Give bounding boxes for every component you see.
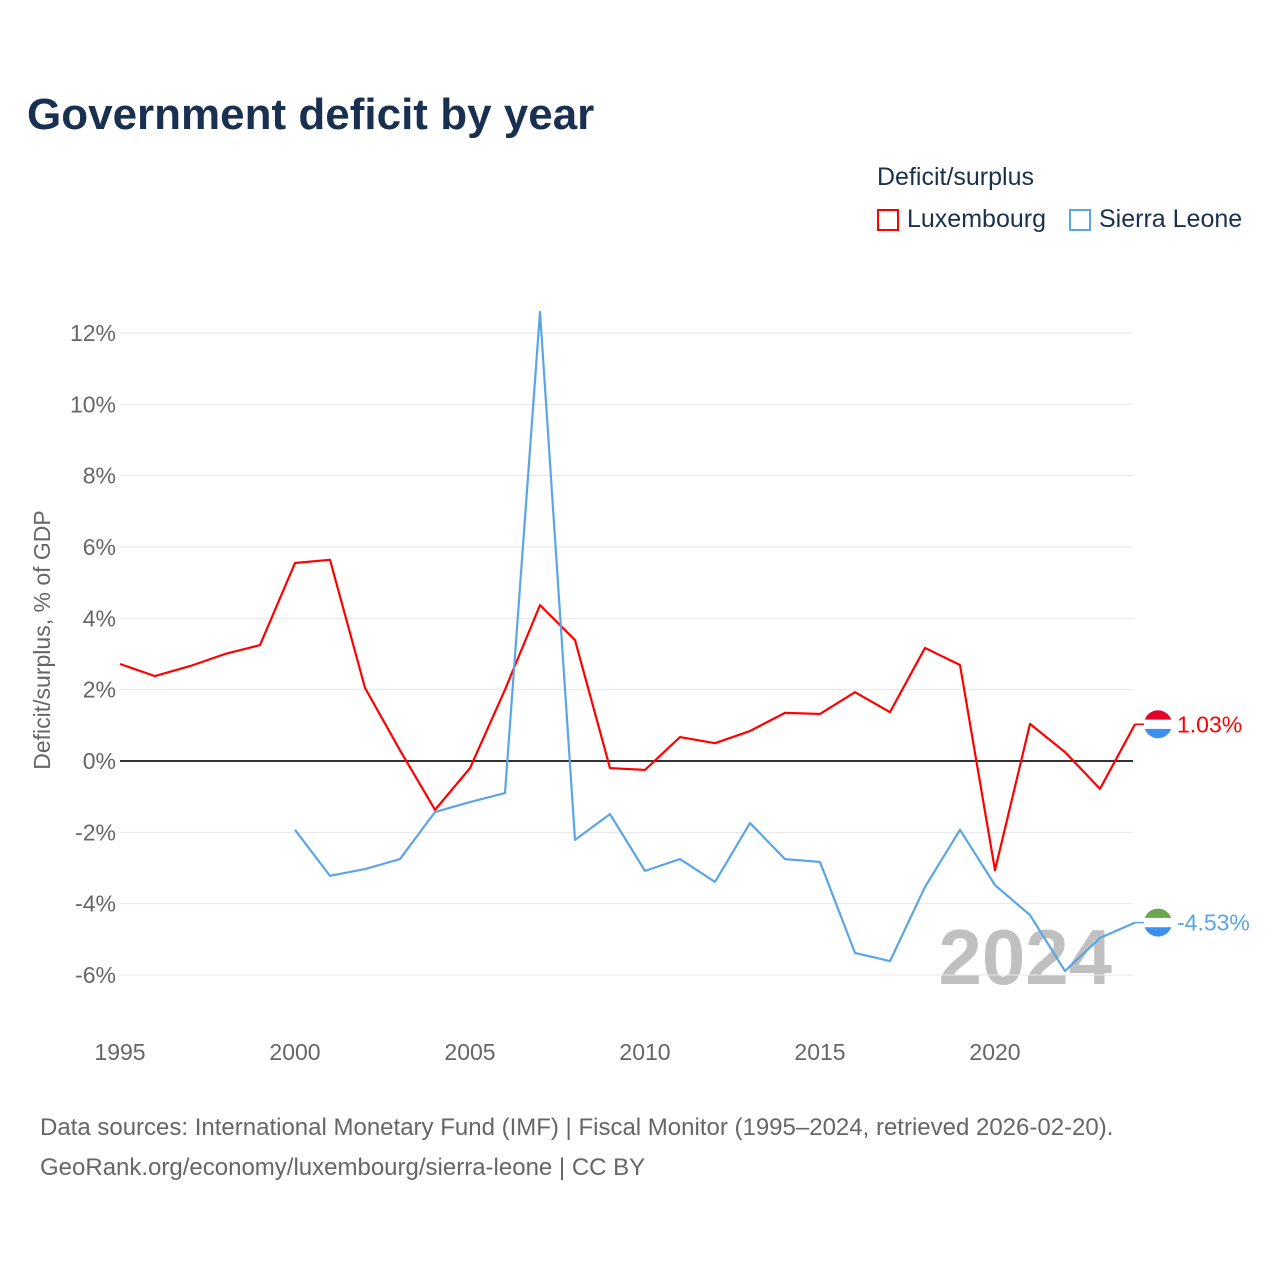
- year-watermark: 2024: [938, 913, 1112, 1001]
- y-tick-label: 10%: [70, 391, 116, 417]
- source-link[interactable]: GeoRank.org/economy/luxembourg/sierra-le…: [40, 1154, 646, 1181]
- y-tick-label: 2%: [83, 677, 116, 703]
- y-tick-label: 12%: [70, 320, 116, 346]
- flag-stripe: [1144, 917, 1172, 928]
- legend-label: Sierra Leone: [1099, 205, 1243, 233]
- legend-swatch: [877, 208, 899, 231]
- x-tick-label: 2010: [619, 1039, 670, 1065]
- x-tick-label: 2000: [269, 1039, 320, 1065]
- y-axis-label: Deficit/surplus, % of GDP: [29, 510, 55, 769]
- x-tick-label: 2005: [444, 1039, 495, 1065]
- end-value-label: -4.53%: [1177, 910, 1250, 936]
- flag-stripe: [1144, 719, 1172, 730]
- flag-stripe: [1144, 927, 1172, 937]
- footer: Data sources: International Monetary Fun…: [40, 1108, 1113, 1188]
- source-note: Data sources: International Monetary Fun…: [40, 1114, 1114, 1141]
- y-tick-label: 0%: [83, 748, 116, 774]
- flag-stripe: [1144, 710, 1172, 721]
- y-tick-label: -2%: [75, 819, 116, 845]
- x-tick-label: 1995: [94, 1039, 145, 1065]
- y-tick-label: -6%: [75, 962, 116, 988]
- x-tick-label: 2020: [969, 1039, 1020, 1065]
- legend-item-sierra-leone[interactable]: Sierra Leone: [1069, 205, 1242, 234]
- legend-label: Luxembourg: [907, 205, 1046, 233]
- y-tick-label: -4%: [75, 891, 116, 917]
- legend-swatch: [1069, 208, 1091, 231]
- flag-stripe: [1144, 908, 1172, 919]
- legend-title: Deficit/surplus: [877, 163, 1034, 191]
- chart-title: Government deficit by year: [27, 90, 595, 139]
- y-tick-label: 6%: [83, 534, 116, 560]
- y-tick-label: 4%: [83, 605, 116, 631]
- legend-item-luxembourg[interactable]: Luxembourg: [877, 205, 1046, 234]
- series-line-sierra-leone: [294, 310, 1136, 973]
- flag-stripe: [1144, 728, 1172, 739]
- x-tick-label: 2015: [794, 1039, 845, 1065]
- series-line-luxembourg: [119, 558, 1136, 872]
- end-value-label: 1.03%: [1177, 711, 1242, 737]
- y-tick-label: 8%: [83, 463, 116, 489]
